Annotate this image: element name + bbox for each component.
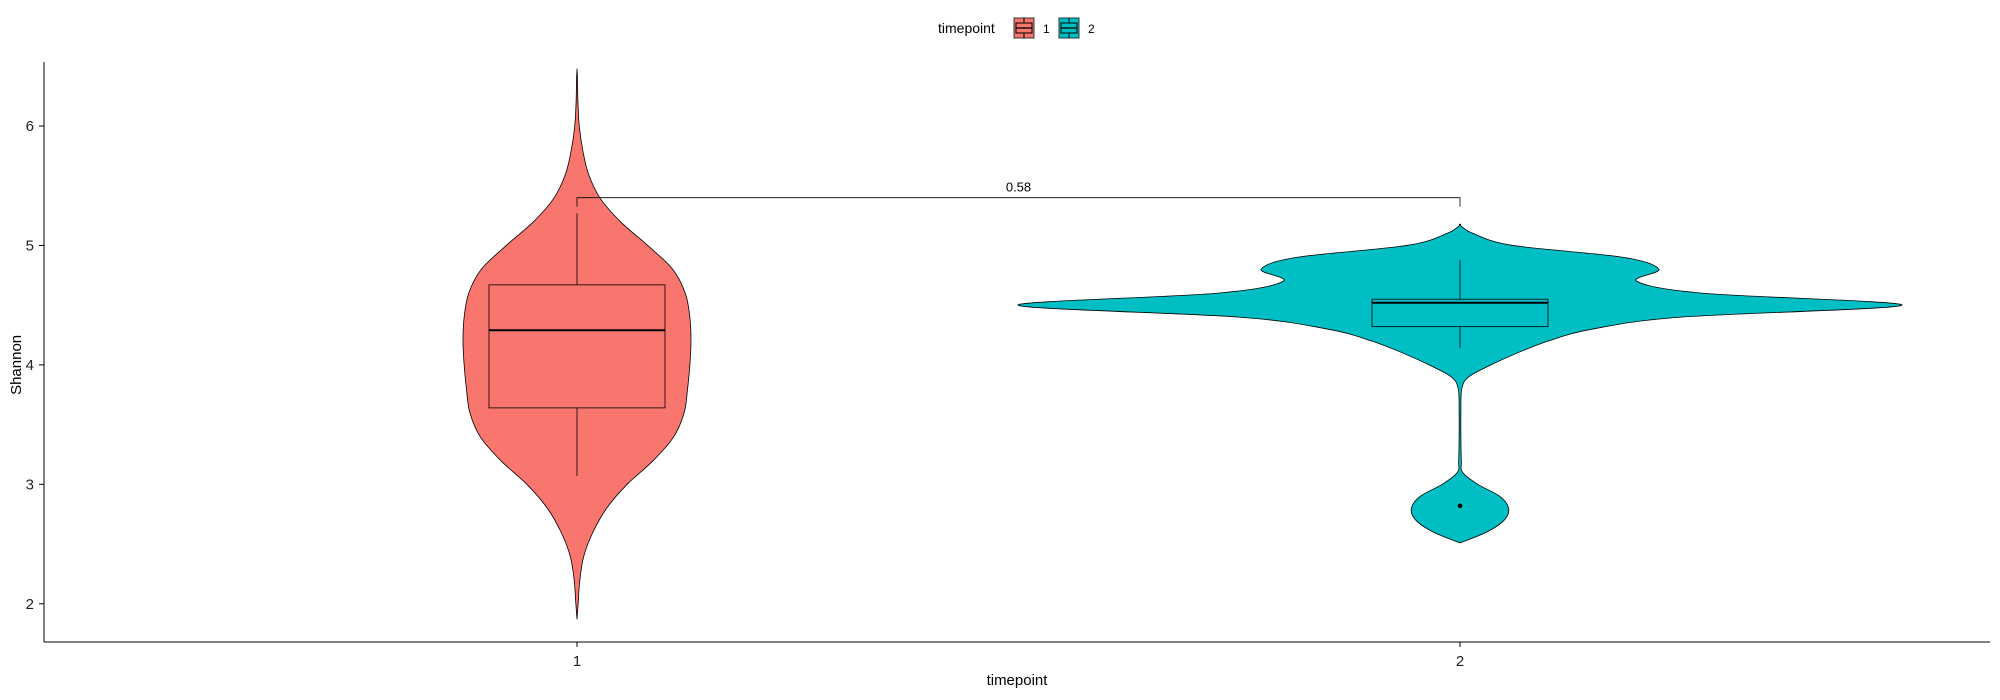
- legend-label: 1: [1043, 22, 1050, 36]
- legend-key-2: 2: [1058, 17, 1095, 39]
- y-tick-label: 3: [26, 476, 34, 493]
- axes: 2 3 4 5 6 1 2 timepoint Shannon: [8, 62, 1990, 689]
- violins: [462, 68, 1903, 620]
- legend-key-1: 1: [1013, 17, 1050, 39]
- x-tick-label: 2: [1456, 653, 1464, 670]
- legend: timepoint 1 2: [938, 17, 1095, 39]
- outlier-point: [1457, 503, 1463, 509]
- box-iqr: [488, 284, 666, 409]
- y-tick-label: 4: [26, 357, 34, 374]
- bracket-line: [576, 197, 1461, 207]
- boxplots: [488, 213, 1549, 509]
- y-tick-label: 2: [26, 596, 34, 613]
- y-tick-label: 6: [26, 118, 34, 135]
- boxplot-group-2: [1371, 259, 1549, 509]
- significance-brackets: 0.58: [576, 180, 1461, 207]
- y-tick-label: 5: [26, 237, 34, 254]
- violin-group-2: [1017, 223, 1903, 544]
- legend-label: 2: [1088, 22, 1095, 36]
- x-axis-title: timepoint: [987, 672, 1049, 689]
- boxplot-group-1: [488, 213, 666, 476]
- comparison-bracket: 0.58: [576, 180, 1461, 207]
- y-axis-title: Shannon: [8, 335, 25, 395]
- legend-title: timepoint: [938, 20, 995, 36]
- p-value-label: 0.58: [1006, 180, 1031, 195]
- x-tick-label: 1: [573, 653, 581, 670]
